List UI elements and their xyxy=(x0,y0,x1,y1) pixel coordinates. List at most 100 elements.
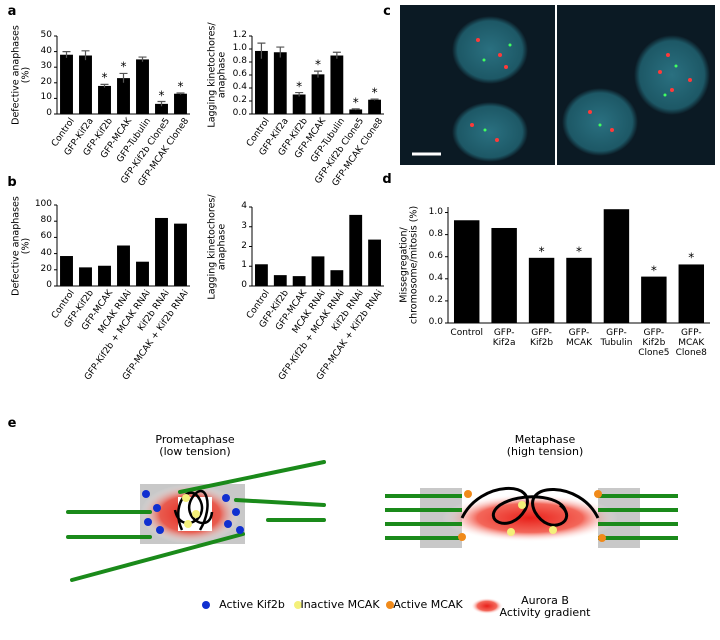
bar xyxy=(528,257,555,323)
y-tick-label: 40 xyxy=(40,247,52,258)
error-bar xyxy=(138,56,147,62)
significance-marker: * xyxy=(158,87,165,102)
bar xyxy=(255,50,268,114)
bar xyxy=(566,257,592,323)
bar xyxy=(349,214,363,286)
y-axis-title: Lagging kinetochores/ anaphase xyxy=(206,193,228,300)
significance-marker: * xyxy=(101,70,108,85)
y-tick-label: 0.2 xyxy=(428,294,443,305)
y-tick-label: 40 xyxy=(40,45,52,56)
bar xyxy=(117,245,130,286)
panel-label: d xyxy=(382,171,392,187)
panel-label: e xyxy=(7,415,17,431)
bar xyxy=(60,54,73,114)
y-tick-label: 3 xyxy=(241,220,247,231)
y-tick-label: 100 xyxy=(34,199,52,210)
bar xyxy=(273,275,287,286)
axis xyxy=(251,36,384,115)
prometaphase-diagram xyxy=(66,460,326,582)
axis xyxy=(56,205,190,287)
y-tick-label: 1 xyxy=(241,260,247,271)
significance-marker: * xyxy=(576,244,582,259)
axis xyxy=(251,207,384,287)
error-bar xyxy=(81,50,90,61)
error-bar xyxy=(62,51,71,58)
y-tick-label: 10 xyxy=(40,92,52,103)
y-tick-label: 2 xyxy=(241,240,247,251)
significance-marker: * xyxy=(177,79,184,94)
y-tick-label: 80 xyxy=(40,215,52,226)
significance-marker: * xyxy=(120,59,127,74)
error-bar xyxy=(257,42,266,59)
y-tick-label: 0.4 xyxy=(428,272,443,283)
legend-label: Inactive MCAK xyxy=(300,597,380,611)
stage-title: Prometaphase (low tension) xyxy=(155,432,235,458)
significance-marker: * xyxy=(296,78,303,93)
error-bar xyxy=(276,46,285,58)
significance-marker: * xyxy=(688,250,695,265)
micrograph xyxy=(400,5,715,165)
bar xyxy=(273,52,287,114)
x-tick-label: GFP- Tubulin xyxy=(600,328,633,348)
bar xyxy=(368,239,381,286)
bar xyxy=(60,256,73,286)
error-bar xyxy=(332,51,341,59)
error-bar xyxy=(157,100,166,107)
x-tick-label: GFP- Kif2a xyxy=(492,328,516,348)
panel-label: b xyxy=(7,174,17,190)
bar xyxy=(136,261,149,286)
panel-label: a xyxy=(7,3,17,19)
bar xyxy=(349,109,363,114)
significance-marker: * xyxy=(352,95,359,110)
x-tick-label: GFP- MCAK Clone8 xyxy=(675,328,707,358)
error-bar xyxy=(119,72,128,83)
y-tick-label: 0 xyxy=(241,280,247,291)
y-axis-title: Lagging kinetochores/ anaphase xyxy=(206,22,228,128)
stage-title: Metaphase (high tension) xyxy=(506,432,584,458)
bar xyxy=(292,94,306,114)
y-axis-title: Defective anaphases (%) xyxy=(10,195,32,296)
y-tick-label: 0.0 xyxy=(232,108,247,119)
y-tick-label: 0.0 xyxy=(428,317,443,328)
bar xyxy=(174,223,187,286)
bar xyxy=(603,209,630,323)
bar xyxy=(368,99,381,114)
y-tick-label: 50 xyxy=(40,30,52,41)
y-tick-label: 30 xyxy=(40,61,52,72)
bar xyxy=(98,85,111,114)
bar xyxy=(255,264,268,286)
bar xyxy=(330,55,344,114)
legend-label: Active Kif2b xyxy=(219,597,285,611)
x-tick-label: GFP- Kif2b xyxy=(530,328,554,348)
error-bar xyxy=(370,98,379,101)
y-tick-label: 1.2 xyxy=(232,30,247,41)
significance-marker: * xyxy=(538,244,545,259)
bar xyxy=(491,227,517,323)
significance-marker: * xyxy=(315,57,321,72)
y-tick-label: 0.2 xyxy=(232,95,247,106)
y-axis-title: Missegregation/ chromosome/mitosis (%) xyxy=(398,205,420,325)
bar xyxy=(311,74,325,114)
error-bar xyxy=(176,92,185,95)
error-bar xyxy=(100,83,109,88)
axis xyxy=(56,36,190,115)
y-tick-label: 20 xyxy=(40,76,52,87)
significance-marker: * xyxy=(371,85,378,100)
bar xyxy=(155,217,168,286)
metaphase-diagram xyxy=(385,487,678,548)
error-bar xyxy=(314,70,322,78)
significance-marker: * xyxy=(650,263,657,277)
y-tick-label: 1.0 xyxy=(428,206,443,217)
y-tick-label: 0.6 xyxy=(232,69,247,80)
bar xyxy=(174,93,187,114)
y-tick-label: 0 xyxy=(46,280,52,291)
bar xyxy=(292,276,306,286)
y-tick-label: 0.8 xyxy=(428,228,443,239)
x-tick-label: GFP- MCAK xyxy=(565,328,593,348)
x-tick-label: GFP- Kif2b Clone5 xyxy=(638,328,670,358)
bar xyxy=(79,55,92,114)
axis xyxy=(447,207,710,324)
bar xyxy=(641,276,667,323)
panel-label: c xyxy=(383,3,391,19)
y-tick-label: 0.4 xyxy=(232,82,247,93)
